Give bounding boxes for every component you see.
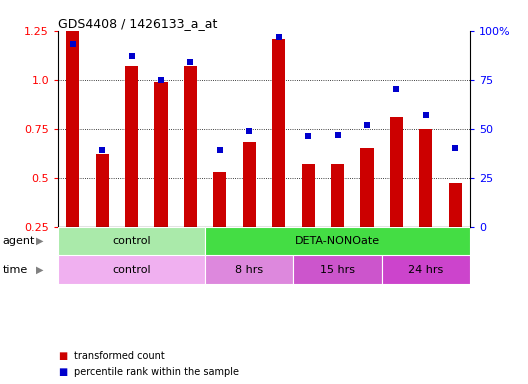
Text: time: time: [3, 265, 28, 275]
Text: control: control: [112, 236, 151, 246]
Bar: [382, 255, 470, 284]
Bar: [331, 164, 344, 227]
Text: 24 hrs: 24 hrs: [408, 265, 444, 275]
Point: [127, 53, 136, 59]
Point: [215, 147, 224, 153]
Point: [421, 112, 430, 118]
Bar: [96, 154, 109, 227]
Text: control: control: [112, 265, 151, 275]
Bar: [294, 255, 382, 284]
Text: ■: ■: [58, 351, 68, 361]
Bar: [58, 227, 205, 255]
Bar: [125, 66, 138, 227]
Bar: [58, 255, 205, 284]
Text: transformed count: transformed count: [74, 351, 165, 361]
Text: agent: agent: [3, 236, 35, 246]
Text: DETA-NONOate: DETA-NONOate: [295, 236, 380, 246]
Bar: [390, 117, 403, 227]
Bar: [419, 129, 432, 227]
Text: ▶: ▶: [36, 236, 43, 246]
Bar: [360, 148, 374, 227]
Point: [69, 41, 77, 48]
Bar: [449, 184, 462, 227]
Bar: [272, 38, 285, 227]
Bar: [205, 255, 294, 284]
Point: [186, 59, 195, 65]
Text: percentile rank within the sample: percentile rank within the sample: [74, 367, 239, 377]
Point: [245, 127, 253, 134]
Bar: [205, 227, 470, 255]
Point: [363, 122, 371, 128]
Text: GDS4408 / 1426133_a_at: GDS4408 / 1426133_a_at: [58, 17, 218, 30]
Text: 15 hrs: 15 hrs: [320, 265, 355, 275]
Bar: [66, 31, 79, 227]
Text: ▶: ▶: [36, 265, 43, 275]
Point: [392, 86, 401, 93]
Bar: [243, 142, 256, 227]
Bar: [154, 82, 168, 227]
Bar: [301, 164, 315, 227]
Bar: [184, 66, 197, 227]
Point: [98, 147, 107, 153]
Point: [333, 131, 342, 137]
Point: [275, 33, 283, 40]
Point: [157, 76, 165, 83]
Bar: [213, 172, 227, 227]
Text: ■: ■: [58, 367, 68, 377]
Point: [304, 133, 313, 139]
Text: 8 hrs: 8 hrs: [235, 265, 263, 275]
Point: [451, 145, 459, 151]
